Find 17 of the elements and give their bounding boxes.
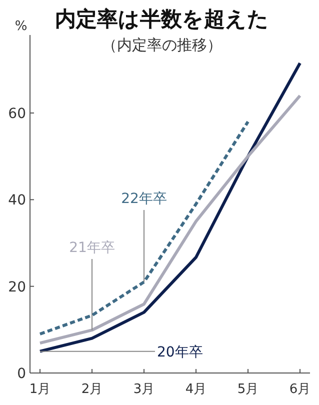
line-series bbox=[38, 120, 250, 336]
x-tick-label: 5月 bbox=[237, 382, 259, 397]
y-tick-label: 40 bbox=[8, 192, 26, 209]
x-tick-label: 3月 bbox=[133, 382, 155, 397]
chart-title: 内定率は半数を超えた bbox=[55, 7, 269, 31]
chart-subtitle: （内定率の推移） bbox=[102, 36, 222, 54]
text: 20年卒 bbox=[157, 344, 203, 360]
text: 21年卒 bbox=[69, 240, 115, 256]
y-tick-label: 60 bbox=[8, 106, 26, 122]
y-axis-title: % bbox=[14, 19, 28, 34]
x-tick-label: 2月 bbox=[81, 382, 103, 397]
y-tick-label: 20 bbox=[8, 279, 26, 296]
series-label: 22年卒 bbox=[121, 191, 167, 207]
x-tick-label: 1月 bbox=[29, 382, 51, 397]
x-tick-label: 6月 bbox=[289, 382, 311, 397]
x-tick-label: 4月 bbox=[185, 382, 207, 397]
y-tick-label: 0 bbox=[17, 366, 26, 382]
